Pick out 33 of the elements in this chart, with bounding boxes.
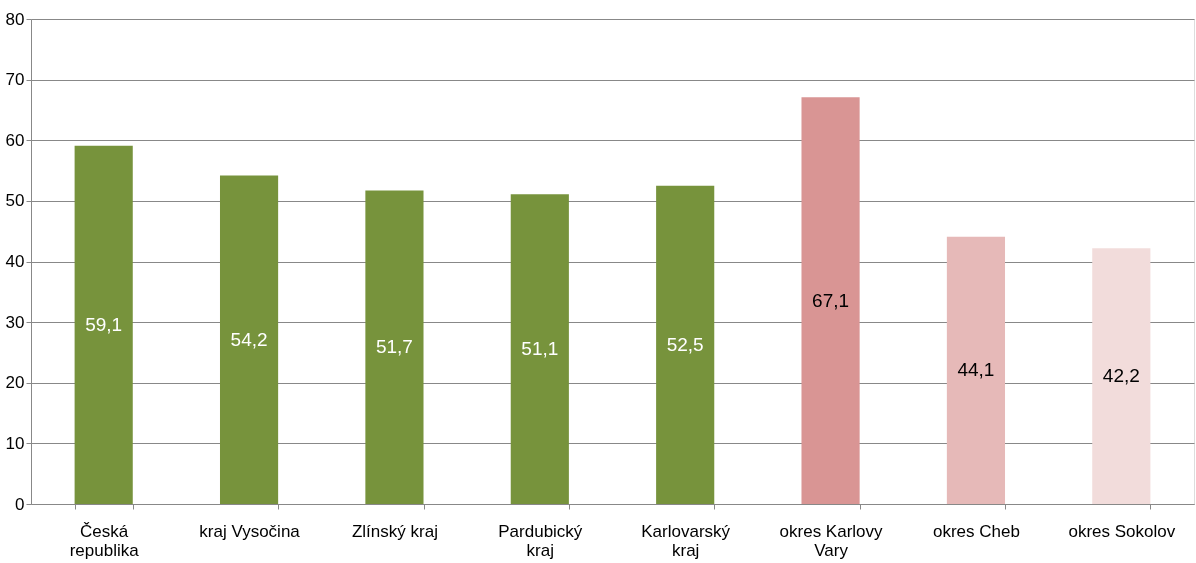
data-label: 52,5 <box>666 333 704 355</box>
x-tick-label: okres Sokolov <box>1068 521 1176 541</box>
bar <box>801 97 860 504</box>
y-tick-label: 60 <box>5 130 25 150</box>
x-tick-label: kraj Vysočina <box>199 521 301 541</box>
x-tick-label: Karlovarský kraj <box>641 521 731 560</box>
y-tick-label: 30 <box>5 312 25 332</box>
bar <box>946 236 1006 504</box>
data-label: 51,7 <box>375 336 413 358</box>
bar <box>510 194 569 504</box>
y-tick-label: 70 <box>5 70 25 90</box>
data-label: 51,1 <box>521 338 559 360</box>
x-tick-label: Česká republika <box>69 521 140 560</box>
y-tick-label: 0 <box>15 494 25 514</box>
y-tick-label: 40 <box>5 252 25 271</box>
x-tick-label: Pardubický kraj <box>498 521 583 560</box>
bar <box>1092 248 1151 504</box>
y-tick-label: 80 <box>5 9 25 29</box>
data-label: 54,2 <box>230 328 268 350</box>
data-label: 59,1 <box>85 313 123 335</box>
data-label: 67,1 <box>812 289 850 311</box>
bar <box>219 175 279 504</box>
x-tick-label: Zlínský kraj <box>351 521 438 541</box>
x-tick-label: okres Cheb <box>932 521 1020 541</box>
bar <box>74 145 133 504</box>
bar <box>365 190 424 504</box>
bar <box>656 185 715 504</box>
data-label: 44,1 <box>957 359 995 381</box>
y-tick-label: 50 <box>5 191 25 211</box>
x-tick-label: okres Karlovy Vary <box>779 521 884 560</box>
data-label: 42,2 <box>1102 365 1140 387</box>
y-tick-label: 10 <box>5 433 25 453</box>
y-tick-label: 20 <box>5 373 25 393</box>
